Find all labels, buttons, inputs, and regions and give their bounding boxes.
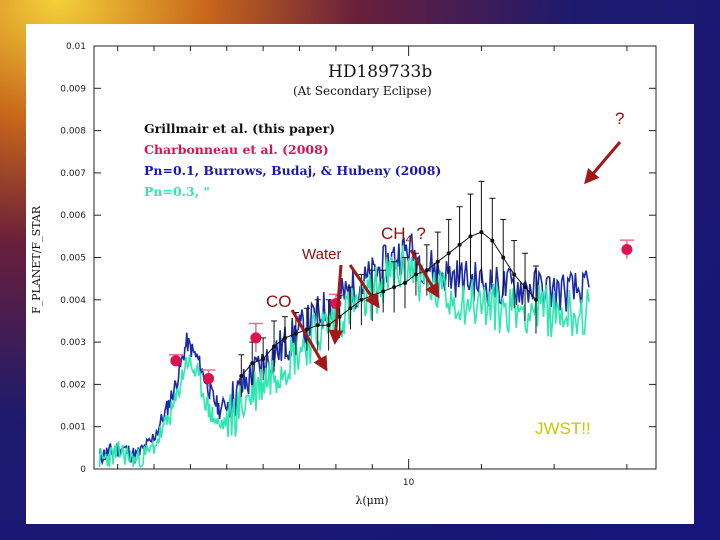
plot-area: [93, 45, 657, 470]
annotation-arrows: [290, 141, 622, 372]
y-tick-label: 0.007: [60, 169, 86, 179]
annotation-ch4-sub: 4: [406, 234, 412, 246]
y-tick-label: 0: [80, 465, 86, 475]
y-axis-label: F_PLANET/F_STAR: [30, 205, 43, 314]
photometry-points: [168, 239, 634, 387]
y-tick-label: 0.01: [66, 42, 86, 52]
y-tick-label: 0.004: [60, 296, 86, 306]
y-tick-label: 0.002: [60, 380, 86, 390]
annotation-ch4-q: ?: [412, 224, 426, 243]
arrow-question: [584, 141, 622, 185]
arrow-water-2: [328, 264, 344, 345]
y-tick-label: 0.008: [60, 127, 86, 137]
spectrum-figure: 0 0.001 0.002 0.003 0.004 0.005 0.006 0.007 0.00…: [30, 42, 657, 507]
model-line-pn03: [98, 245, 590, 468]
legend-entry-pn03: Pn=0.3, ": [144, 184, 210, 199]
chart-subtitle: (At Secondary Eclipse): [293, 84, 432, 98]
annotation-ch4: CH4 ?: [381, 224, 426, 246]
x-axis-ticks: 10: [117, 46, 628, 488]
y-tick-label: 0.005: [60, 254, 86, 264]
y-tick-label: 0.006: [60, 211, 86, 221]
observed-line: [240, 231, 537, 377]
legend-entry-grillmair: Grillmair et al. (this paper): [144, 121, 335, 136]
photometry-point: [250, 332, 262, 344]
photometry-point: [621, 243, 633, 255]
y-tick-label: 0.001: [60, 423, 86, 433]
x-axis-label: λ(μm): [355, 494, 388, 507]
annotation-question: ?: [615, 109, 624, 128]
annotation-water: Water: [302, 246, 341, 263]
arrow-water-1: [348, 264, 380, 309]
legend-entry-charbonneau: Charbonneau et al. (2008): [144, 142, 329, 157]
observed-spectrum: [238, 180, 539, 398]
slide-frame: 0 0.001 0.002 0.003 0.004 0.005 0.006 0.007 0.00…: [26, 24, 694, 524]
model-line-pn01: [98, 233, 590, 466]
legend: Grillmair et al. (this paper) Charbonnea…: [144, 121, 441, 199]
annotation-co: CO: [266, 292, 292, 311]
y-axis-ticks: 0 0.001 0.002 0.003 0.004 0.005 0.006 0.007 0.00…: [60, 42, 656, 475]
annotation-ch4-main: CH: [381, 224, 406, 243]
annotation-jwst: JWST!!: [535, 419, 591, 438]
legend-entry-pn01: Pn=0.1, Burrows, Budaj, & Hubeny (2008): [144, 163, 441, 178]
y-tick-label: 0.009: [60, 84, 86, 94]
chart-title: HD189733b: [328, 62, 432, 82]
x-tick-label: 10: [403, 478, 415, 488]
model-spectra: [98, 233, 590, 468]
photometry-point: [170, 355, 182, 367]
y-tick-label: 0.003: [60, 338, 86, 348]
photometry-point: [203, 372, 215, 384]
arrow-ch4: [409, 249, 440, 299]
arrow-co: [290, 309, 328, 372]
